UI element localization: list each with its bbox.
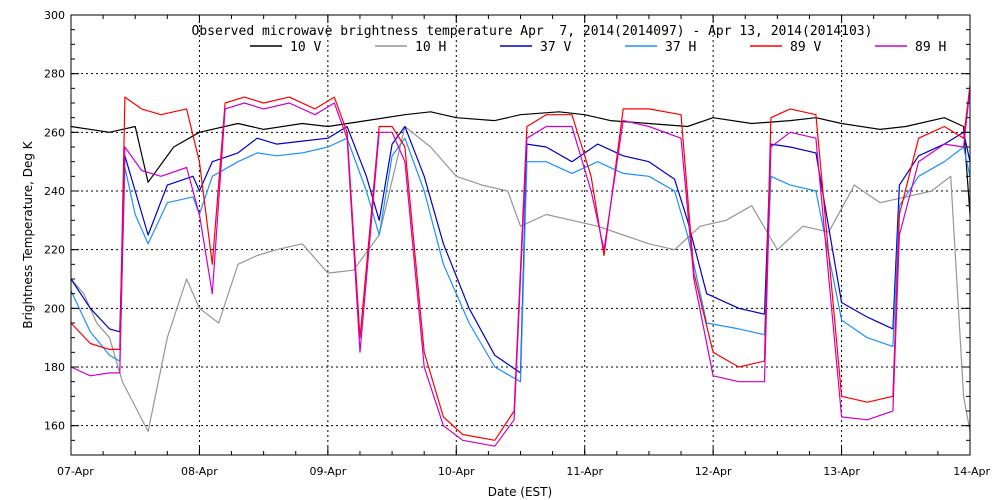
y-tick-label: 200 bbox=[44, 302, 65, 315]
legend-label: 37 H bbox=[665, 40, 696, 55]
series-line-89-v bbox=[70, 85, 971, 441]
y-tick-label: 160 bbox=[44, 420, 65, 433]
x-tick-label: 09-Apr bbox=[309, 465, 346, 478]
x-axis-label: Date (EST) bbox=[488, 485, 552, 499]
x-tick-label: 11-Apr bbox=[566, 465, 603, 478]
x-tick-label: 07-Apr bbox=[57, 465, 94, 478]
y-tick-label: 300 bbox=[44, 9, 65, 22]
legend-label: 89 V bbox=[790, 40, 821, 55]
x-tick-label: 12-Apr bbox=[695, 465, 732, 478]
series-line-10-h bbox=[70, 125, 971, 433]
y-tick-label: 220 bbox=[44, 244, 65, 257]
tick-layer: 160 180 200 220 240 260 280 300 07-Apr 08-Apr 09-A… bbox=[44, 9, 990, 478]
y-axis-label: Brightness Temperature, Deg K bbox=[21, 140, 35, 328]
legend-label: 37 V bbox=[540, 40, 571, 55]
series-layer bbox=[70, 85, 971, 447]
x-tick-label: 08-Apr bbox=[181, 465, 218, 478]
legend: 10 V 10 H 37 V 37 H 89 V 89 H bbox=[250, 40, 946, 55]
legend-label: 89 H bbox=[915, 40, 946, 55]
y-tick-label: 180 bbox=[44, 361, 65, 374]
x-tick-label: 10-Apr bbox=[438, 465, 475, 478]
series-line-37-v bbox=[70, 125, 971, 374]
plot-frame bbox=[70, 14, 971, 456]
chart-title: Observed microwave brightness temperatur… bbox=[192, 24, 873, 39]
y-tick-label: 280 bbox=[44, 68, 65, 81]
legend-label: 10 V bbox=[290, 40, 321, 55]
series-line-10-v bbox=[70, 111, 971, 215]
y-tick-label: 240 bbox=[44, 185, 65, 198]
legend-label: 10 H bbox=[415, 40, 446, 55]
x-tick-label: 14-Apr bbox=[953, 465, 990, 478]
series-line-37-h bbox=[70, 137, 971, 383]
series-line-89-h bbox=[70, 88, 971, 447]
grid-layer bbox=[71, 15, 970, 455]
y-tick-label: 260 bbox=[44, 126, 65, 139]
x-tick-label: 13-Apr bbox=[823, 465, 860, 478]
